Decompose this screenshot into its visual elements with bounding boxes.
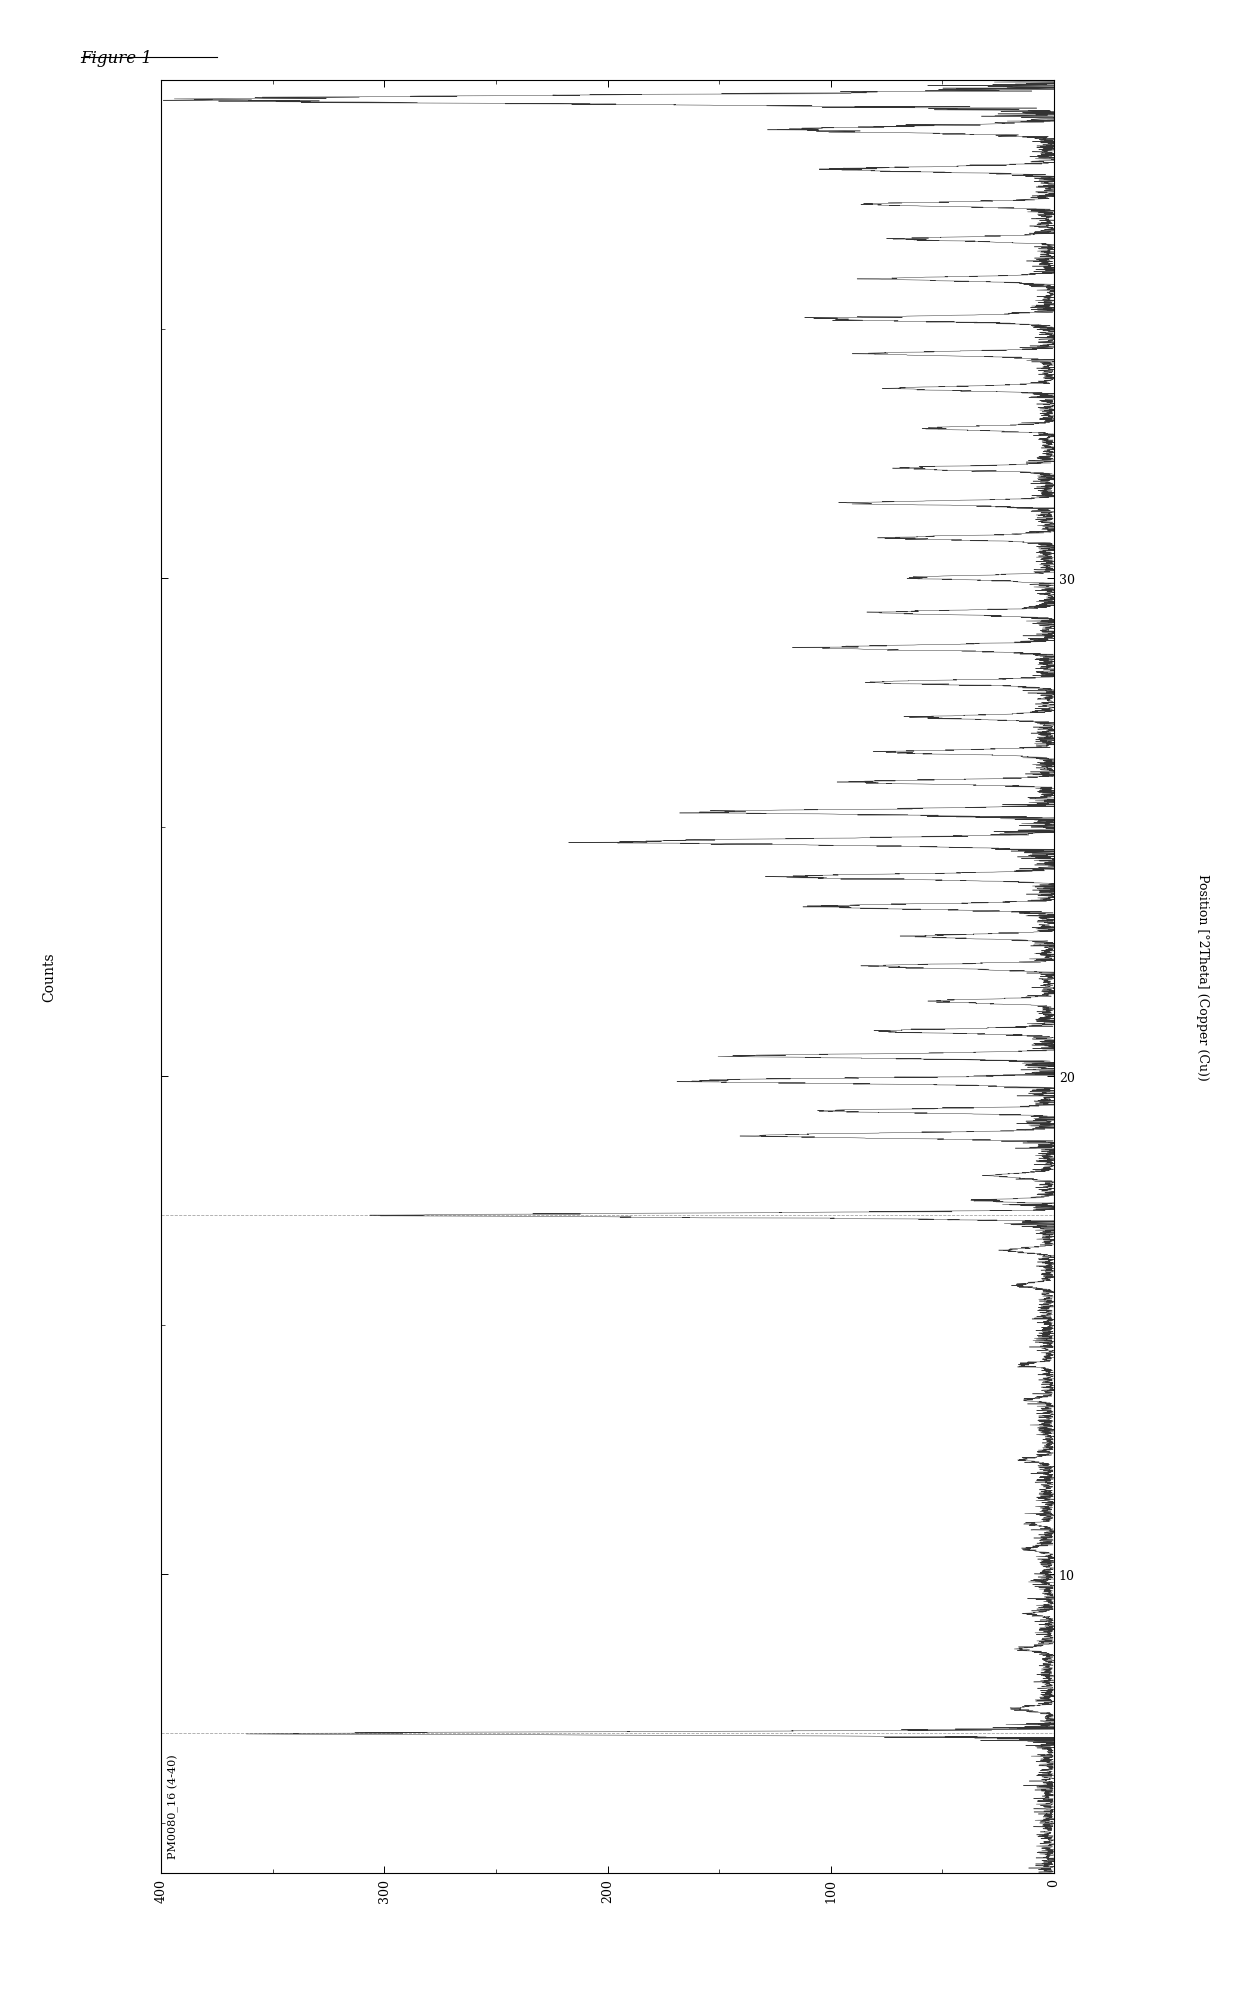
Text: Figure 1: Figure 1 bbox=[81, 50, 153, 66]
Text: Position [°2Theta] (Copper (Cu)): Position [°2Theta] (Copper (Cu)) bbox=[1197, 874, 1209, 1080]
Text: Counts: Counts bbox=[42, 953, 57, 1001]
Text: PM0080_16 (4-40): PM0080_16 (4-40) bbox=[167, 1754, 179, 1859]
